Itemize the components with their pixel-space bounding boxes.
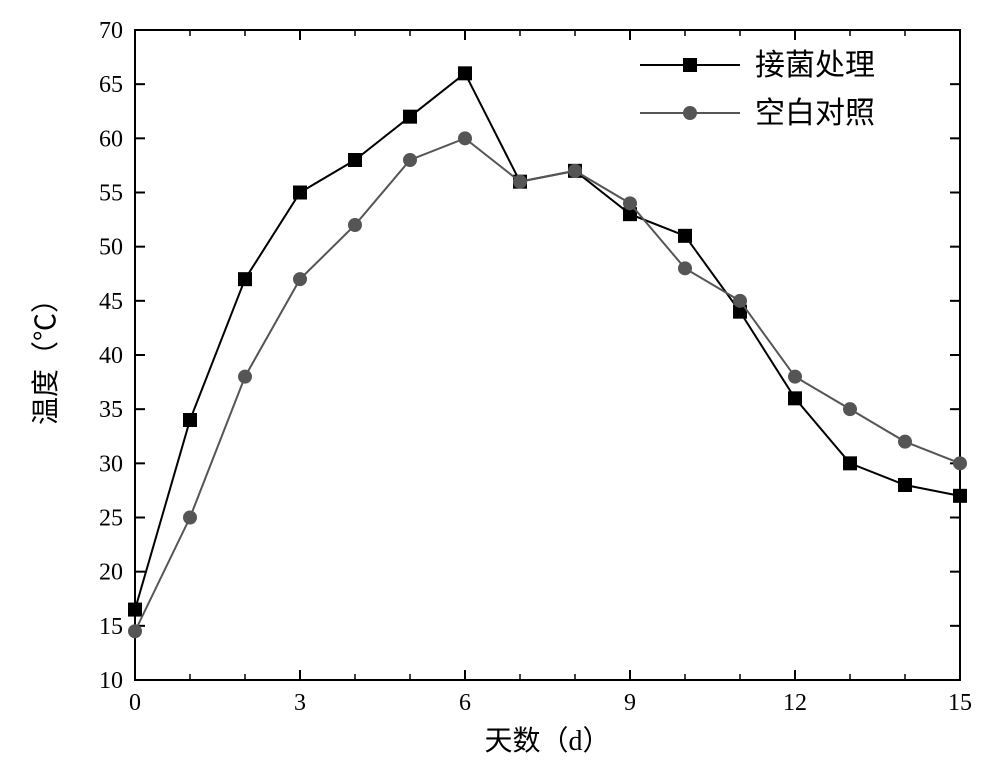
legend-marker-circle — [683, 106, 697, 120]
x-tick-label: 3 — [294, 690, 306, 716]
y-tick-label: 45 — [99, 289, 123, 315]
marker-circle — [568, 164, 582, 178]
marker-square — [678, 229, 692, 243]
y-axis-label: 温度（℃） — [30, 285, 62, 425]
marker-square — [403, 110, 417, 124]
marker-circle — [733, 294, 747, 308]
marker-square — [183, 413, 197, 427]
y-tick-label: 50 — [99, 235, 123, 261]
y-tick-label: 25 — [99, 506, 123, 532]
marker-circle — [403, 153, 417, 167]
legend-label-blank: 空白对照 — [755, 97, 875, 130]
legend-label-inoculation: 接菌处理 — [755, 49, 875, 82]
y-tick-label: 55 — [99, 181, 123, 207]
y-tick-label: 60 — [99, 126, 123, 152]
y-tick-label: 30 — [99, 451, 123, 477]
marker-circle — [128, 624, 142, 638]
chart-container: 0 3 6 9 12 15 10 15 20 25 30 35 40 45 50 55 60 65 70 天数（d） 温… — [0, 0, 1000, 768]
marker-square — [843, 456, 857, 470]
y-tick-label: 65 — [99, 72, 123, 98]
marker-square — [898, 478, 912, 492]
marker-circle — [623, 196, 637, 210]
marker-square — [348, 153, 362, 167]
marker-circle — [513, 175, 527, 189]
y-tick-label: 10 — [99, 668, 123, 694]
y-tick-label: 35 — [99, 397, 123, 423]
x-axis-label: 天数（d） — [484, 725, 610, 757]
marker-circle — [898, 435, 912, 449]
marker-circle — [788, 370, 802, 384]
x-tick-label: 9 — [624, 690, 636, 716]
marker-circle — [953, 456, 967, 470]
y-tick-label: 70 — [99, 18, 123, 44]
x-tick-label: 6 — [459, 690, 471, 716]
x-tick-label: 12 — [783, 690, 807, 716]
x-tick-label: 15 — [948, 690, 972, 716]
marker-circle — [183, 511, 197, 525]
marker-square — [293, 186, 307, 200]
line-chart: 0 3 6 9 12 15 10 15 20 25 30 35 40 45 50 55 60 65 70 天数（d） 温… — [0, 0, 1000, 768]
marker-circle — [678, 261, 692, 275]
marker-circle — [348, 218, 362, 232]
legend-marker-square — [683, 58, 697, 72]
marker-square — [788, 391, 802, 405]
y-tick-label: 20 — [99, 560, 123, 586]
marker-circle — [238, 370, 252, 384]
marker-circle — [293, 272, 307, 286]
marker-circle — [458, 131, 472, 145]
marker-square — [953, 489, 967, 503]
marker-circle — [843, 402, 857, 416]
marker-square — [238, 272, 252, 286]
x-tick-label: 0 — [129, 690, 141, 716]
marker-square — [458, 66, 472, 80]
marker-square — [128, 603, 142, 617]
y-tick-label: 15 — [99, 614, 123, 640]
y-tick-label: 40 — [99, 343, 123, 369]
